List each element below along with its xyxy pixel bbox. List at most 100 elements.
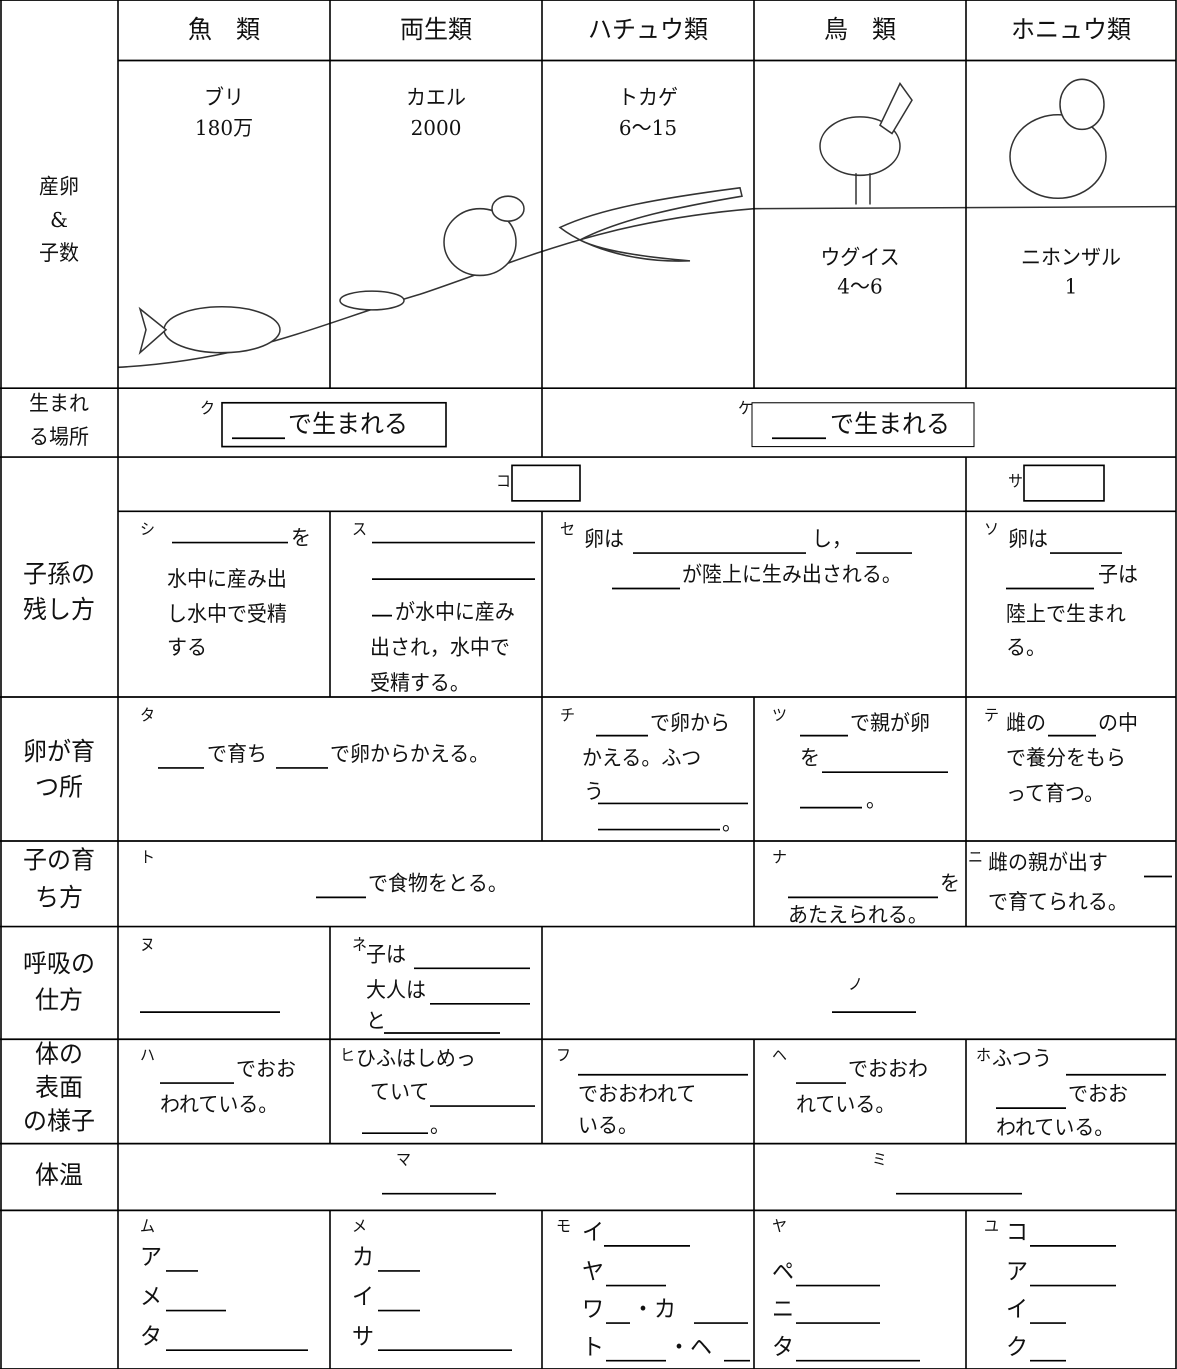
cell-marker: ヒ (340, 1046, 355, 1064)
cell-marker: ス (352, 520, 367, 538)
cell-marker: フ (556, 1046, 571, 1064)
cell-marker: ユ (984, 1217, 999, 1235)
cell-text: ていて (370, 1080, 429, 1105)
cell-marker: ツ (772, 706, 787, 724)
cell-text: でおお (236, 1057, 296, 1082)
cell-text: する (167, 635, 207, 660)
row-label: つ所 (35, 772, 83, 802)
offspring-count: 2000 (411, 116, 462, 141)
cell-text: で卵から (650, 710, 730, 735)
row-label: 卵が育 (23, 737, 95, 767)
cell-marker: ナ (772, 848, 787, 866)
answer-blanks (140, 437, 1172, 1362)
animal-name: カエル (406, 85, 466, 110)
row-label: 子孫の (23, 559, 95, 589)
cell-text: コ (1006, 1219, 1028, 1246)
cell-text: を (291, 526, 311, 551)
cell-text: タ (140, 1323, 162, 1350)
cell-text: が水中に産み (395, 600, 515, 625)
cell-marker: サ (1008, 472, 1023, 490)
cell-text: 陸上で生まれ (1006, 602, 1126, 627)
cell-text: 水中に産み出 (167, 566, 287, 591)
cell-text: われている。 (996, 1115, 1114, 1140)
column-header: ホニュウ類 (1011, 14, 1131, 44)
cell-text: 。 (722, 811, 742, 836)
row-label: 体温 (35, 1160, 83, 1190)
row-label: 残し方 (23, 595, 95, 625)
cell-text: し， (812, 527, 852, 552)
cell-text: でおおわれて (578, 1082, 696, 1107)
cell-marker: セ (560, 520, 575, 538)
cell-text: いる。 (578, 1113, 638, 1138)
cell-marker: コ (496, 472, 511, 490)
answer-box (751, 402, 975, 448)
cell-text: イ (582, 1219, 604, 1246)
cell-text: ・ヘ (668, 1334, 712, 1361)
row-label: 呼吸の (23, 948, 95, 978)
row-label: る場所 (29, 424, 89, 449)
cell-text: ア (1006, 1259, 1028, 1286)
cell-text: を (800, 746, 820, 771)
animal-name: ニホンザル (1021, 245, 1121, 270)
cell-text: 。 (866, 788, 886, 813)
row-label: の様子 (23, 1106, 95, 1136)
cell-text: 子は (1098, 562, 1138, 587)
offspring-count: 4〜6 (837, 274, 882, 299)
cell-marker: ホ (976, 1046, 991, 1064)
cell-marker: シ (140, 520, 155, 538)
animal-name: トカゲ (618, 85, 678, 110)
cell-text: 子は (366, 942, 406, 967)
cell-text: ニ (772, 1296, 794, 1323)
cell-marker: ソ (984, 520, 999, 538)
cell-text: われている。 (160, 1092, 278, 1117)
row-label: 子数 (39, 241, 79, 266)
cell-marker: マ (396, 1151, 411, 1169)
illustrations (117, 78, 1177, 369)
column-header: 両生類 (400, 14, 472, 44)
cell-marker: ヤ (772, 1217, 787, 1235)
cell-text: の中 (1098, 710, 1138, 735)
cell-text: が陸上に生み出される。 (682, 562, 902, 587)
cell-text: でおお (1068, 1082, 1128, 1107)
cell-text: サ (352, 1323, 374, 1350)
cell-text: ト (582, 1334, 604, 1361)
column-header: 魚 類 (188, 14, 260, 44)
cell-text: タ (772, 1334, 794, 1361)
cell-text: かえる。ふつ (582, 746, 701, 771)
cell-text: う (584, 779, 604, 804)
offspring-count: 180万 (195, 116, 253, 141)
cell-text: で卵からかえる。 (330, 742, 489, 767)
cell-text: ペ (772, 1259, 794, 1286)
cell-text: で養分をもら (1006, 746, 1126, 771)
row-label: 体の (35, 1039, 83, 1069)
cell-text: って育つ。 (1006, 781, 1104, 806)
cell-marker: ミ (872, 1151, 887, 1169)
cell-text: メ (140, 1284, 162, 1311)
cell-text: イ (1006, 1296, 1028, 1323)
row-label: 生まれ (29, 391, 89, 416)
cell-marker: テ (984, 706, 999, 724)
cell-marker: ト (140, 848, 155, 866)
animal-name: ブリ (204, 85, 244, 110)
animal-name: ウグイス (820, 245, 899, 270)
cell-text: る。 (1006, 635, 1046, 660)
cell-marker: メ (352, 1217, 367, 1235)
cell-text: 。 (430, 1113, 450, 1138)
answer-box (1023, 464, 1105, 502)
cell-marker: ハ (140, 1046, 155, 1064)
cell-text: で親が卵 (850, 710, 930, 735)
cell-text: で育ち (207, 742, 267, 767)
answer-box (511, 464, 581, 502)
offspring-count: 1 (1065, 274, 1078, 299)
cell-text: ・カ (632, 1296, 676, 1323)
cell-text: ヤ (582, 1259, 604, 1286)
cell-text: 大人は (366, 977, 426, 1002)
cell-text: ア (140, 1244, 162, 1271)
cell-text: で生まれる (830, 409, 950, 439)
cell-marker: ニ (968, 848, 983, 866)
column-header: ハチュウ類 (588, 14, 708, 44)
cell-text: ク (1006, 1334, 1028, 1361)
